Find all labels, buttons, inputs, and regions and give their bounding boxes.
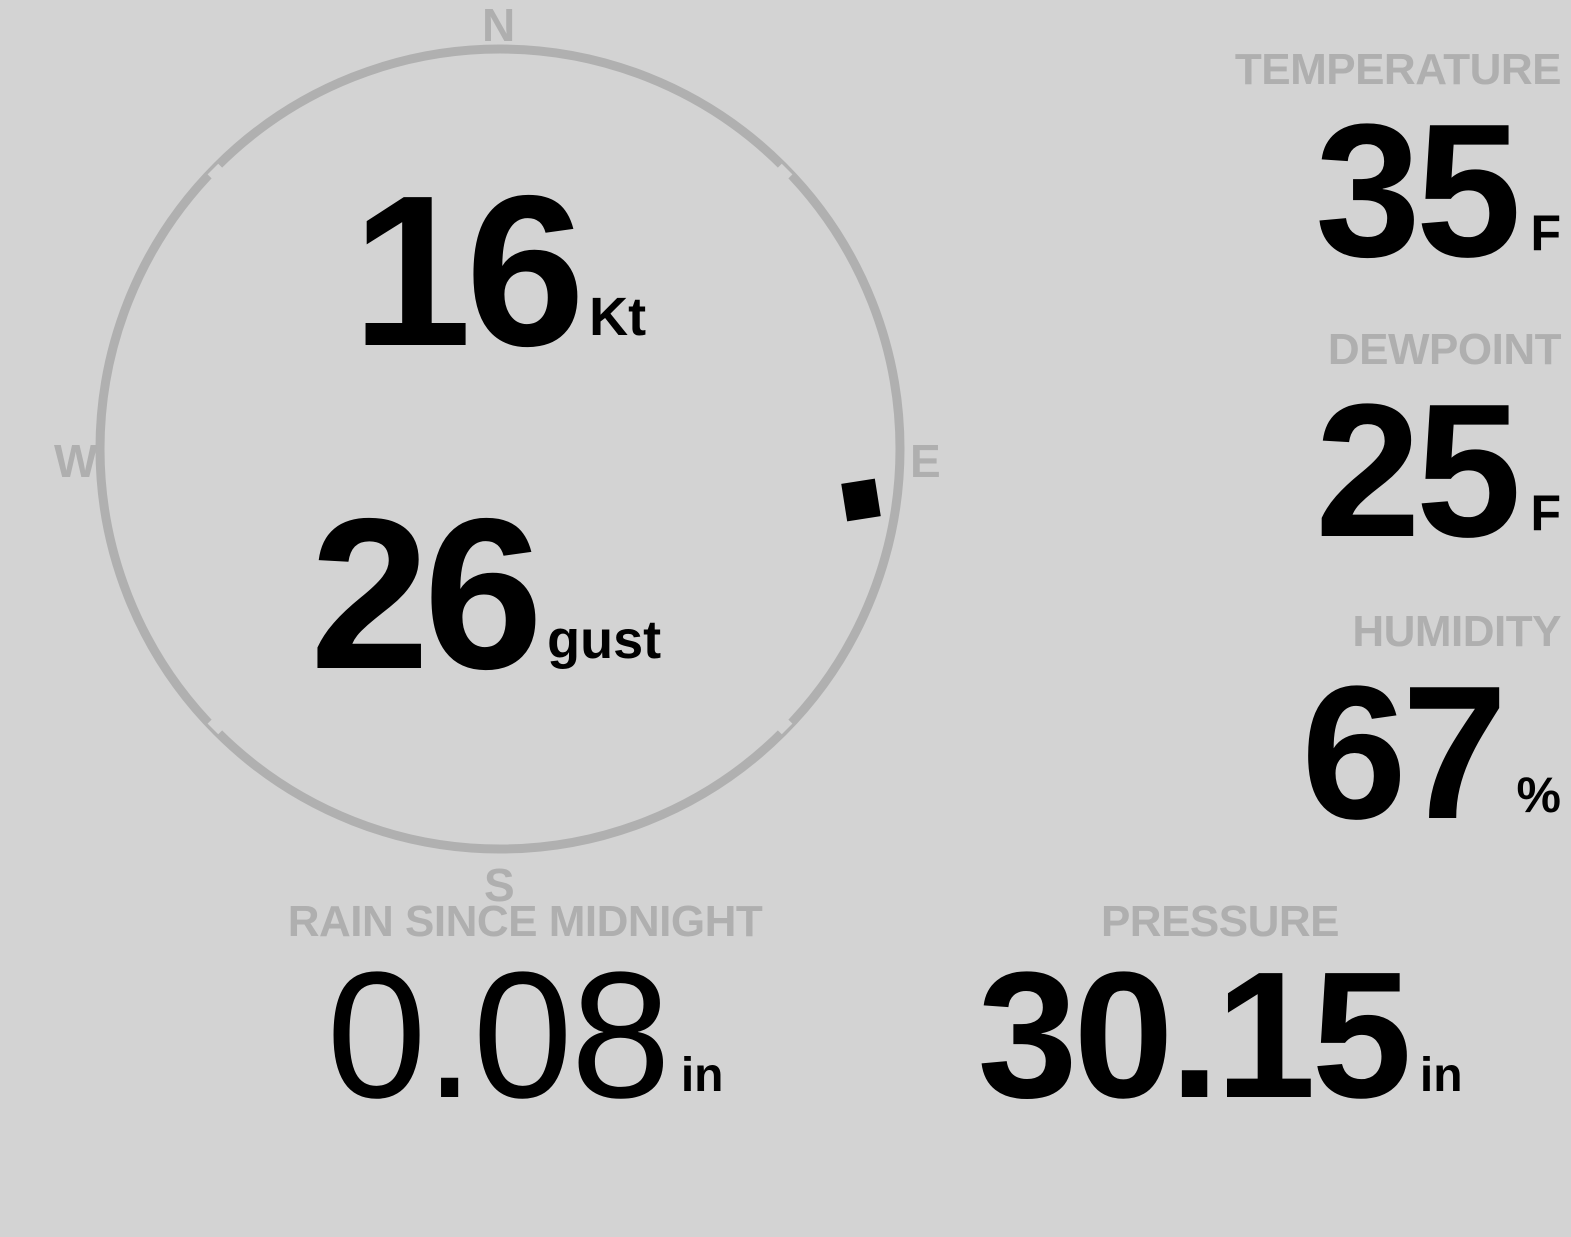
compass-ring-graphic (95, 44, 905, 854)
humidity-label: HUMIDITY (1352, 607, 1561, 656)
metric-rain-since-midnight: RAIN SINCE MIDNIGHT 0.08 in (230, 900, 820, 1126)
compass-label-north: N (482, 0, 516, 51)
temperature-value: 35 (1315, 85, 1521, 297)
rain-value: 0.08 (326, 935, 671, 1136)
pressure-unit: in (1419, 1049, 1463, 1102)
wind-compass-panel: N E S W 16 Kt 26 gust (0, 0, 1000, 908)
humidity-row: 67 % (1111, 658, 1561, 848)
tick-nw (207, 163, 224, 180)
humidity-value: 67 (1301, 647, 1507, 859)
pressure-row: 30.15 in (880, 946, 1560, 1126)
tick-sw (207, 718, 224, 735)
pressure-value: 30.15 (977, 935, 1411, 1136)
pressure-label: PRESSURE (1100, 897, 1340, 946)
metric-humidity: HUMIDITY 67 % (1111, 607, 1561, 849)
wind-speed-readout: 16 Kt (352, 150, 647, 391)
compass-label-south: S (484, 859, 515, 911)
rain-unit: in (680, 1049, 724, 1102)
temperature-row: 35 F (1111, 96, 1561, 286)
humidity-unit: % (1516, 767, 1561, 823)
dewpoint-label: DEWPOINT (1327, 325, 1562, 374)
tick-ne (776, 163, 793, 180)
wind-speed-unit: Kt (589, 287, 647, 347)
compass-circle (95, 44, 905, 854)
dewpoint-unit: F (1530, 485, 1561, 541)
temperature-label: TEMPERATURE (1234, 45, 1562, 94)
metric-pressure: PRESSURE 30.15 in (880, 900, 1560, 1126)
tick-se (776, 718, 793, 735)
dewpoint-value: 25 (1315, 365, 1521, 577)
rain-row: 0.08 in (230, 946, 820, 1126)
dewpoint-row: 25 F (1111, 376, 1561, 566)
compass-tick-marks (207, 163, 793, 735)
temperature-unit: F (1530, 205, 1561, 261)
bottom-metrics-row: RAIN SINCE MIDNIGHT 0.08 in PRESSURE 30.… (0, 900, 1571, 1140)
wind-direction-marker (841, 478, 881, 522)
wind-gust-readout: 26 gust (310, 473, 662, 714)
compass-label-east: E (910, 435, 941, 487)
wind-gust-unit: gust (547, 610, 662, 670)
metric-temperature: TEMPERATURE 35 F (1111, 45, 1562, 287)
wind-gust-value: 26 (310, 473, 543, 714)
rain-label: RAIN SINCE MIDNIGHT (287, 897, 763, 946)
metric-dewpoint: DEWPOINT 25 F (1111, 325, 1562, 567)
wind-speed-value: 16 (352, 150, 585, 391)
compass-label-west: W (54, 435, 98, 487)
